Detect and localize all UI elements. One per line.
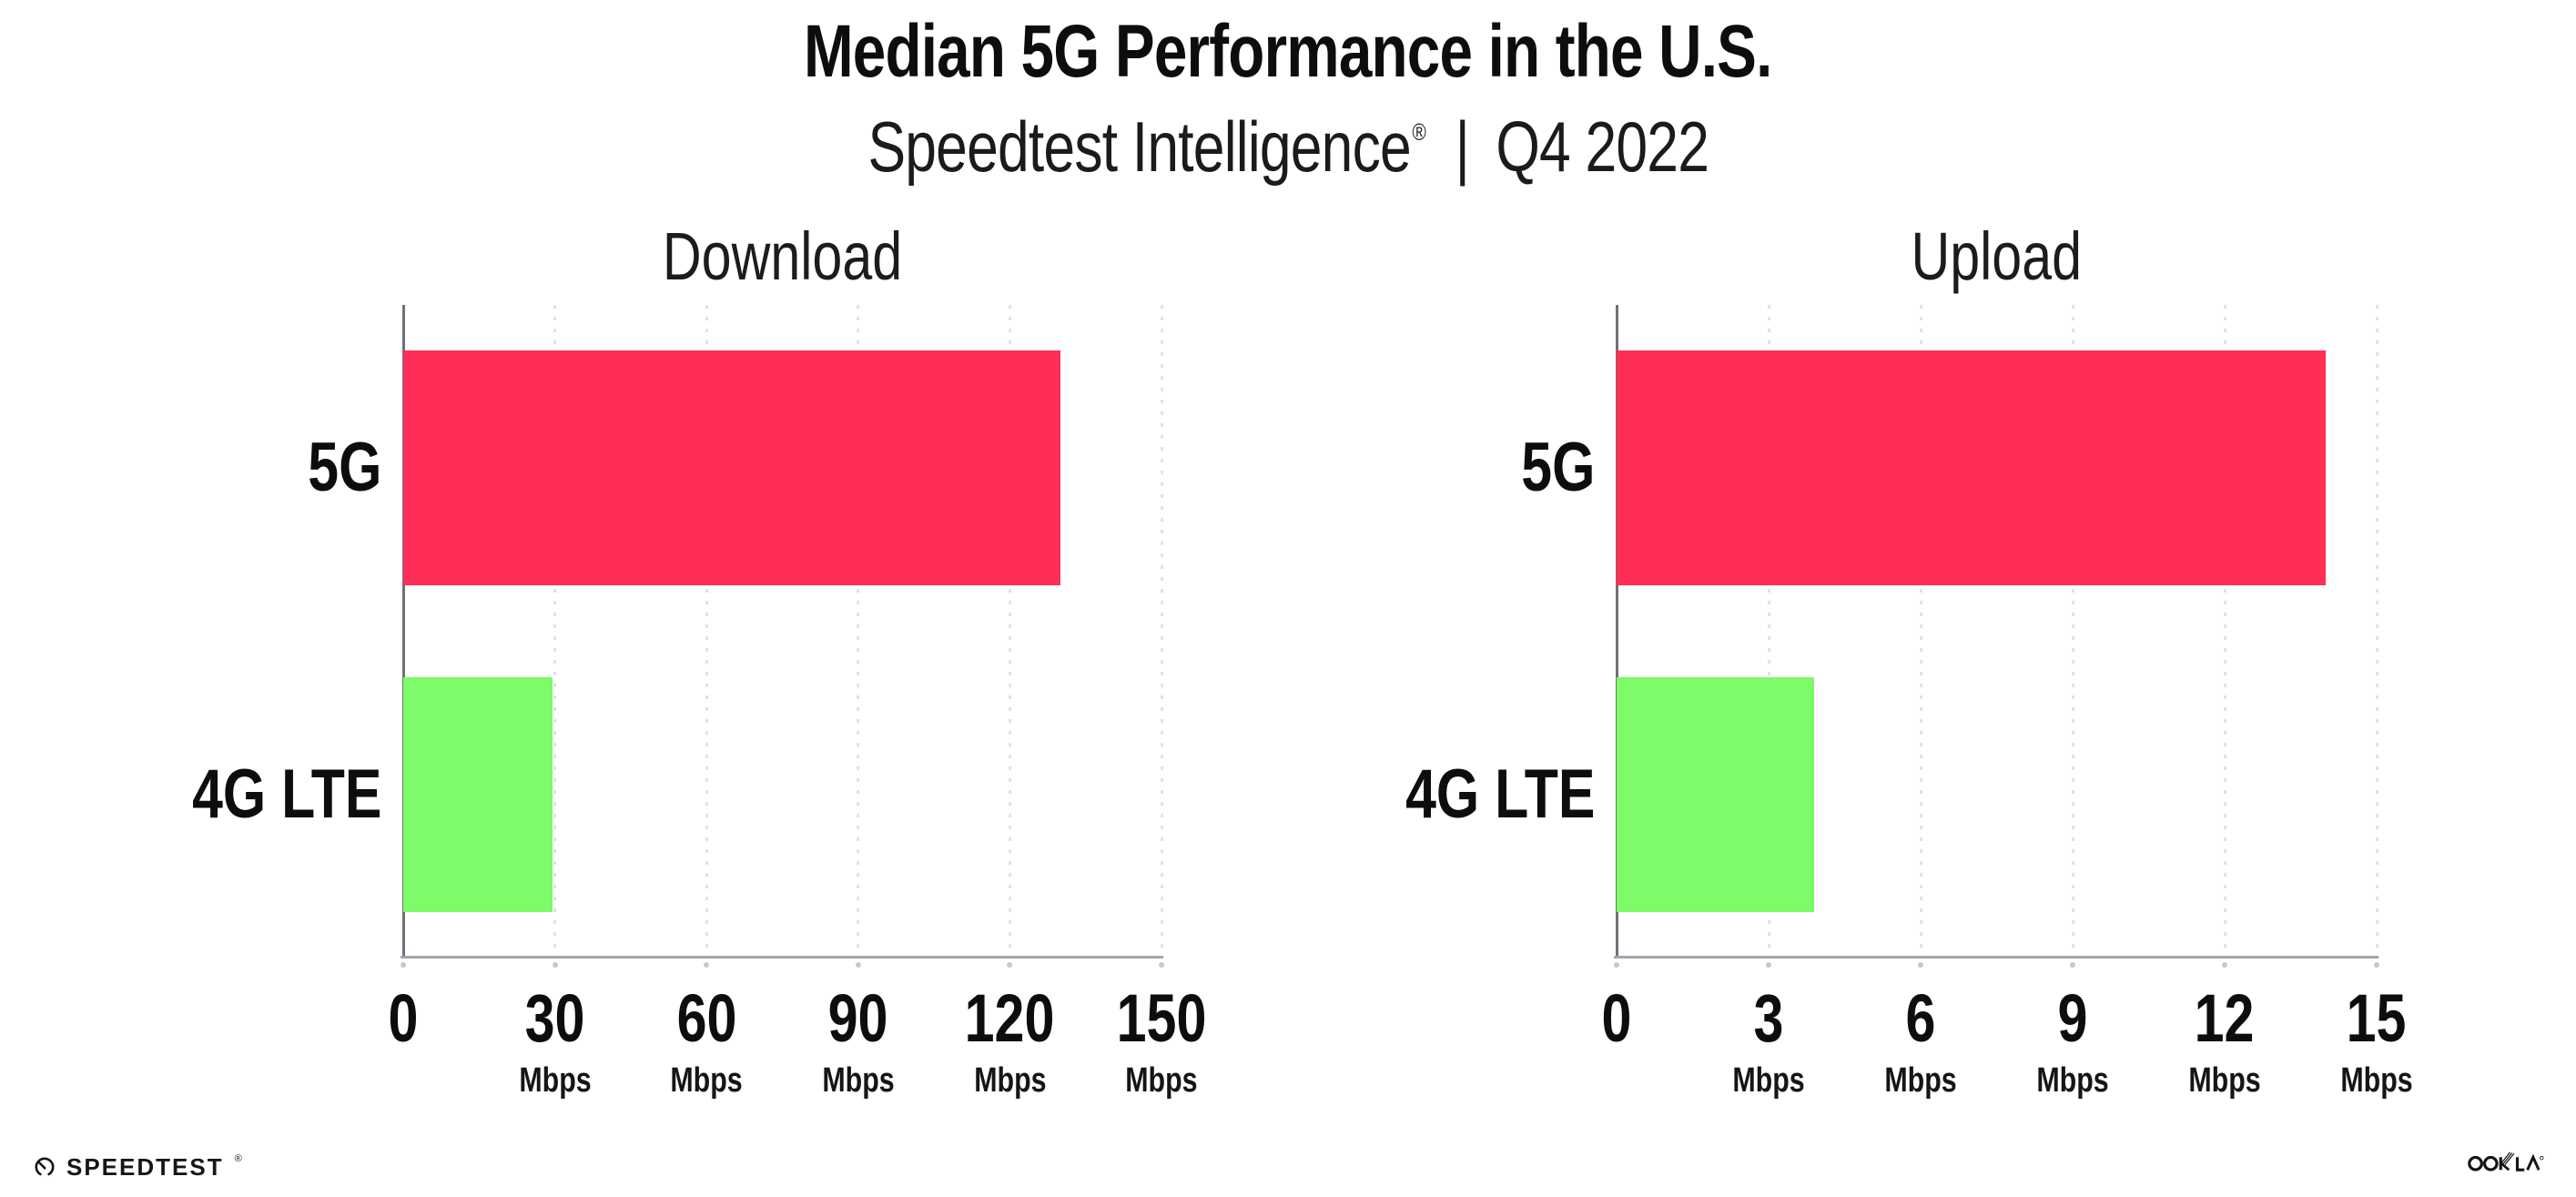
subtitle-period: Q4 2022 bbox=[1496, 107, 1709, 188]
x-tick-value-0-upload: 0 bbox=[1601, 980, 1632, 1056]
ookla-wordmark-icon bbox=[2468, 1151, 2544, 1172]
x-tick-value-12-upload: 12 bbox=[2195, 980, 2255, 1056]
speedtest-wordmark: SPEEDTEST bbox=[66, 1153, 224, 1181]
gridline-15-upload bbox=[2375, 305, 2378, 958]
x-tick-unit-9-upload: Mbps bbox=[2036, 1061, 2109, 1100]
x-tick-label-150-download: 150 Mbps bbox=[1105, 958, 1217, 1100]
gridline-120-download bbox=[1008, 305, 1011, 958]
x-tick-unit-150-download: Mbps bbox=[1125, 1061, 1198, 1100]
tick-mark-12-upload bbox=[2222, 962, 2227, 968]
tick-mark-90-download bbox=[855, 962, 861, 968]
x-tick-unit-15-upload: Mbps bbox=[2340, 1061, 2413, 1100]
x-tick-value-15-upload: 15 bbox=[2347, 980, 2407, 1056]
download-chart-title: Download bbox=[662, 218, 903, 294]
tick-mark-30-download bbox=[552, 962, 558, 968]
upload-plot-area: 0 3 Mbps 6 Mbps 9 Mbps 12 Mbps 15 Mbps 5G 4G LTE bbox=[1405, 305, 2413, 1098]
tick-mark-0-upload bbox=[1614, 962, 1619, 968]
x-tick-unit-90-download: Mbps bbox=[822, 1061, 895, 1100]
x-tick-value-60-download: 60 bbox=[676, 980, 737, 1056]
x-tick-label-0-download: 0 bbox=[384, 958, 421, 1052]
tick-mark-60-download bbox=[704, 962, 710, 968]
tick-mark-0-download bbox=[401, 962, 406, 968]
y-axis-download bbox=[402, 305, 405, 958]
bar-5g-upload bbox=[1617, 350, 2327, 586]
tick-mark-120-download bbox=[1007, 962, 1013, 968]
x-axis-upload bbox=[1614, 956, 2378, 959]
y-axis-upload bbox=[1616, 305, 1618, 958]
x-tick-value-0-download: 0 bbox=[388, 980, 419, 1056]
download-chart: Download 0 30 Mbps 60 Mbps 90 Mbps 120 Mbps 150 Mb… bbox=[192, 223, 1207, 1099]
gridline-12-upload bbox=[2223, 305, 2226, 958]
x-tick-value-150-download: 150 bbox=[1116, 980, 1207, 1056]
gridline-9-upload bbox=[2071, 305, 2074, 958]
gridline-60-download bbox=[705, 305, 708, 958]
x-tick-unit-6-upload: Mbps bbox=[1884, 1061, 1957, 1100]
gridline-150-download bbox=[1160, 305, 1163, 958]
x-tick-label-90-download: 90 Mbps bbox=[813, 958, 903, 1100]
subtitle-separator: | bbox=[1455, 107, 1469, 188]
tick-mark-3-upload bbox=[1766, 962, 1771, 968]
upload-chart-title: Upload bbox=[1911, 218, 2083, 294]
x-tick-label-9-upload: 9 Mbps bbox=[2027, 958, 2117, 1100]
x-tick-unit-120-download: Mbps bbox=[973, 1061, 1047, 1100]
bar-5g-download bbox=[403, 350, 1060, 586]
x-tick-label-15-upload: 15 Mbps bbox=[2331, 958, 2421, 1100]
download-plot-area: 0 30 Mbps 60 Mbps 90 Mbps 120 Mbps 150 Mbps 5G 4G LT… bbox=[192, 305, 1206, 1098]
bar-4g-lte-download bbox=[403, 676, 553, 912]
x-tick-label-0-upload: 0 bbox=[1597, 958, 1635, 1052]
subtitle-brand: Speedtest Intelligence bbox=[867, 107, 1411, 188]
category-label-5g-upload: 5G bbox=[1520, 429, 1595, 507]
x-tick-value-6-upload: 6 bbox=[1905, 980, 1936, 1056]
bar-4g-lte-upload bbox=[1617, 676, 1815, 912]
x-tick-unit-60-download: Mbps bbox=[670, 1061, 743, 1100]
tick-mark-9-upload bbox=[2070, 962, 2075, 968]
x-tick-value-30-download: 30 bbox=[524, 980, 585, 1056]
x-tick-value-120-download: 120 bbox=[965, 980, 1055, 1056]
speedtest-logo: SPEEDTEST ® bbox=[33, 1153, 242, 1181]
x-tick-label-120-download: 120 Mbps bbox=[954, 958, 1066, 1100]
page-title: Median 5G Performance in the U.S. bbox=[804, 10, 1772, 93]
x-tick-label-60-download: 60 Mbps bbox=[662, 958, 752, 1100]
x-tick-label-6-upload: 6 Mbps bbox=[1875, 958, 1965, 1100]
x-tick-label-30-download: 30 Mbps bbox=[510, 958, 600, 1100]
gridline-30-download bbox=[553, 305, 557, 958]
gridline-90-download bbox=[857, 305, 860, 958]
x-tick-value-9-upload: 9 bbox=[2057, 980, 2088, 1056]
gridline-6-upload bbox=[1919, 305, 1922, 958]
upload-chart: Upload 0 3 Mbps 6 Mbps 9 Mbps 12 Mbps 15 Mbps 5G 4G … bbox=[1405, 223, 2413, 1099]
registered-mark: ® bbox=[1412, 118, 1425, 147]
tick-mark-150-download bbox=[1159, 962, 1164, 968]
category-label-4g-lte-upload: 4G LTE bbox=[1405, 755, 1595, 833]
x-tick-label-12-upload: 12 Mbps bbox=[2179, 958, 2269, 1100]
tick-mark-15-upload bbox=[2374, 962, 2379, 968]
x-tick-unit-12-upload: Mbps bbox=[2188, 1061, 2261, 1100]
x-axis-download bbox=[401, 956, 1163, 959]
x-tick-label-3-upload: 3 Mbps bbox=[1723, 958, 1813, 1100]
speedtest-gauge-icon bbox=[33, 1155, 56, 1179]
tick-mark-6-upload bbox=[1918, 962, 1923, 968]
gridline-3-upload bbox=[1767, 305, 1770, 958]
x-tick-value-90-download: 90 bbox=[827, 980, 888, 1056]
speedtest-registered-mark: ® bbox=[234, 1153, 242, 1164]
x-tick-value-3-upload: 3 bbox=[1753, 980, 1784, 1056]
x-tick-unit-30-download: Mbps bbox=[518, 1061, 592, 1100]
header: Median 5G Performance in the U.S. Speedt… bbox=[0, 0, 2576, 182]
x-tick-unit-3-upload: Mbps bbox=[1732, 1061, 1805, 1100]
category-label-5g-download: 5G bbox=[307, 429, 381, 507]
ookla-logo bbox=[2466, 1149, 2546, 1172]
page-subtitle: Speedtest Intelligence® | Q4 2022 bbox=[0, 111, 2576, 182]
category-label-4g-lte-download: 4G LTE bbox=[191, 755, 381, 833]
